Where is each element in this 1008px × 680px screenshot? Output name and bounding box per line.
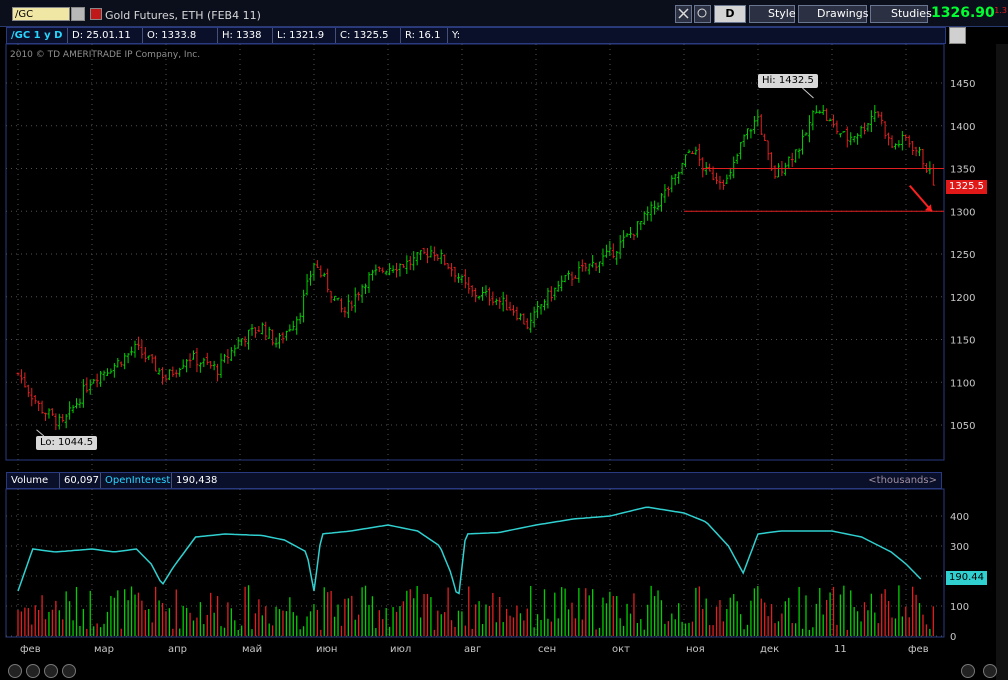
price-tick-label: 1050 <box>950 421 975 432</box>
month-label: мар <box>94 644 114 655</box>
chart-settings-icon[interactable] <box>949 27 966 44</box>
month-label: сен <box>538 644 556 655</box>
month-label: апр <box>168 644 187 655</box>
symbol-dropdown-button[interactable] <box>71 7 85 21</box>
price-panel-frame <box>5 43 945 461</box>
drawings-label: Drawings <box>817 7 869 20</box>
reset-icon[interactable] <box>62 664 76 678</box>
grid-icon[interactable] <box>694 5 711 23</box>
volume-tick-label: 300 <box>950 542 969 553</box>
open-value: O: 1333.8 <box>143 28 218 43</box>
top-toolbar: /GC Gold Futures, ETH (FEB4 11) D Style … <box>0 0 1008 27</box>
price-tick-label: 1400 <box>950 122 975 133</box>
studies-label: Studies <box>891 7 932 20</box>
period-button[interactable]: D <box>714 5 746 23</box>
style-button[interactable]: Style <box>749 5 796 23</box>
month-label: дек <box>760 644 779 655</box>
drawings-button[interactable]: Drawings <box>798 5 869 23</box>
units-label: <thousands> <box>868 475 937 486</box>
current-price-tag: 1325.5 <box>946 180 987 194</box>
settings-icon[interactable] <box>983 664 997 678</box>
month-label: фев <box>908 644 929 655</box>
scissors-icon[interactable] <box>675 5 692 23</box>
expand-icon[interactable] <box>961 664 975 678</box>
copyright: 2010 © TD AMERITRADE IP Company, Inc. <box>10 50 201 60</box>
low-value: L: 1321.9 <box>273 28 336 43</box>
volume-panel-frame <box>5 488 945 638</box>
volume-label: Volume <box>7 473 60 488</box>
volume-tick-label: 0 <box>950 632 956 643</box>
high-label: Hi: 1432.5 <box>758 74 818 88</box>
month-label: июн <box>316 644 337 655</box>
price-tick-label: 1200 <box>950 293 975 304</box>
price-tick-label: 1100 <box>950 378 975 389</box>
month-label: авг <box>464 644 481 655</box>
month-label: июл <box>390 644 411 655</box>
high-value: H: 1338 <box>218 28 273 43</box>
price-tick-label: 1450 <box>950 79 975 90</box>
month-label: ноя <box>686 644 705 655</box>
range-value: R: 16.1 <box>401 28 448 43</box>
month-label: фев <box>20 644 41 655</box>
low-marker-line <box>36 429 45 437</box>
trend-arrow-head <box>924 204 932 212</box>
y-value: Y: <box>452 30 461 41</box>
price-tick-label: 1300 <box>950 207 975 218</box>
price-tick-label: 1150 <box>950 336 975 347</box>
last-price: 1326.90 <box>931 5 995 21</box>
open-interest-tag: 190.44 <box>946 571 987 585</box>
pan-icon[interactable] <box>26 664 40 678</box>
month-label: 11 <box>834 644 847 655</box>
symbol-input[interactable]: /GC <box>12 7 70 21</box>
net-change-edge: 1.3 <box>994 6 1007 15</box>
zoom-in-icon[interactable] <box>8 664 22 678</box>
style-label: Style <box>768 7 796 20</box>
right-side-panel[interactable] <box>996 44 1008 680</box>
volume-tick-label: 100 <box>950 602 969 613</box>
date-value: D: 25.01.11 <box>68 28 143 43</box>
low-label: Lo: 1044.5 <box>36 436 98 450</box>
price-tick-label: 1350 <box>950 165 975 176</box>
open-interest-label: OpenInterest <box>101 473 172 488</box>
link-color-button[interactable] <box>90 8 102 20</box>
studies-button[interactable]: Studies <box>870 5 932 23</box>
high-marker-line <box>802 87 814 99</box>
volume-value: 60,097 <box>60 473 101 488</box>
price-tick-label: 1250 <box>950 250 975 261</box>
month-label: окт <box>612 644 630 655</box>
crosshair-icon[interactable] <box>44 664 58 678</box>
volume-header-bar: Volume 60,097 OpenInterest 190,438 <thou… <box>6 472 942 489</box>
open-interest-value: 190,438 <box>176 475 218 486</box>
month-label: май <box>242 644 262 655</box>
open-interest-line <box>17 506 922 595</box>
volume-tick-label: 400 <box>950 512 969 523</box>
close-value: C: 1325.5 <box>336 28 401 43</box>
symbol-description: Gold Futures, ETH (FEB4 11) <box>105 9 261 22</box>
symbol-period[interactable]: /GC 1 y D <box>7 28 68 43</box>
